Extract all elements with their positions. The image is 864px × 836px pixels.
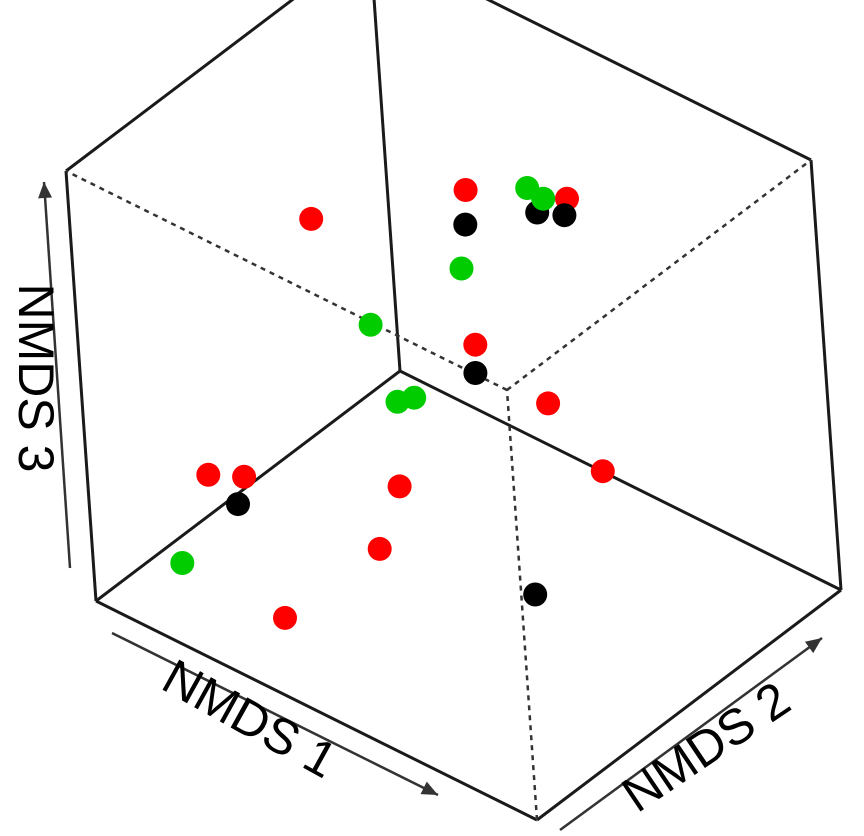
hidden-front-vertical-edge [505, 389, 539, 821]
top-left-edge [65, 0, 295, 173]
green-data-point [515, 176, 540, 200]
data-points [170, 176, 615, 630]
black-data-point [226, 492, 250, 517]
x-axis-arrow-head [420, 781, 438, 795]
x-axis-arrow-shaft [111, 631, 439, 797]
bounding-box [64, 0, 843, 822]
black-data-point [552, 203, 577, 228]
back-vertical-edge [372, 0, 402, 372]
red-data-point [453, 178, 478, 202]
right-vertical-edge [809, 159, 843, 591]
z-axis-arrow-shaft [42, 181, 72, 569]
x-axis-label: NMDS 1 [154, 648, 346, 789]
z-axis-label: NMDS 3 [8, 284, 64, 473]
red-data-point [299, 206, 324, 231]
black-data-point [463, 361, 488, 385]
z-axis-arrow-head [38, 182, 53, 199]
red-data-point [273, 605, 297, 630]
axis-arrows [38, 181, 823, 832]
red-data-point [536, 391, 561, 416]
green-data-point [170, 551, 195, 575]
top-right-edge [485, 0, 812, 162]
red-data-point [463, 332, 488, 357]
left-vertical-edge [64, 170, 98, 602]
front-bottom-left-edge [95, 599, 538, 822]
red-data-point [387, 474, 412, 499]
green-data-point [402, 385, 427, 410]
red-data-point [590, 459, 615, 484]
y-axis-arrow-shaft [559, 636, 823, 832]
back-bottom-right-edge [399, 369, 842, 592]
black-data-point [523, 582, 548, 607]
green-data-point [449, 256, 474, 281]
hidden-top-front-right-edge [506, 159, 812, 391]
front-bottom-right-edge [536, 588, 842, 822]
green-data-point [358, 312, 383, 337]
red-data-point [232, 464, 257, 489]
y-axis-arrow-head [804, 638, 822, 654]
red-data-point [367, 536, 392, 561]
red-data-point [196, 462, 221, 487]
black-data-point [453, 212, 478, 237]
hidden-top-front-left-edge [65, 169, 508, 392]
